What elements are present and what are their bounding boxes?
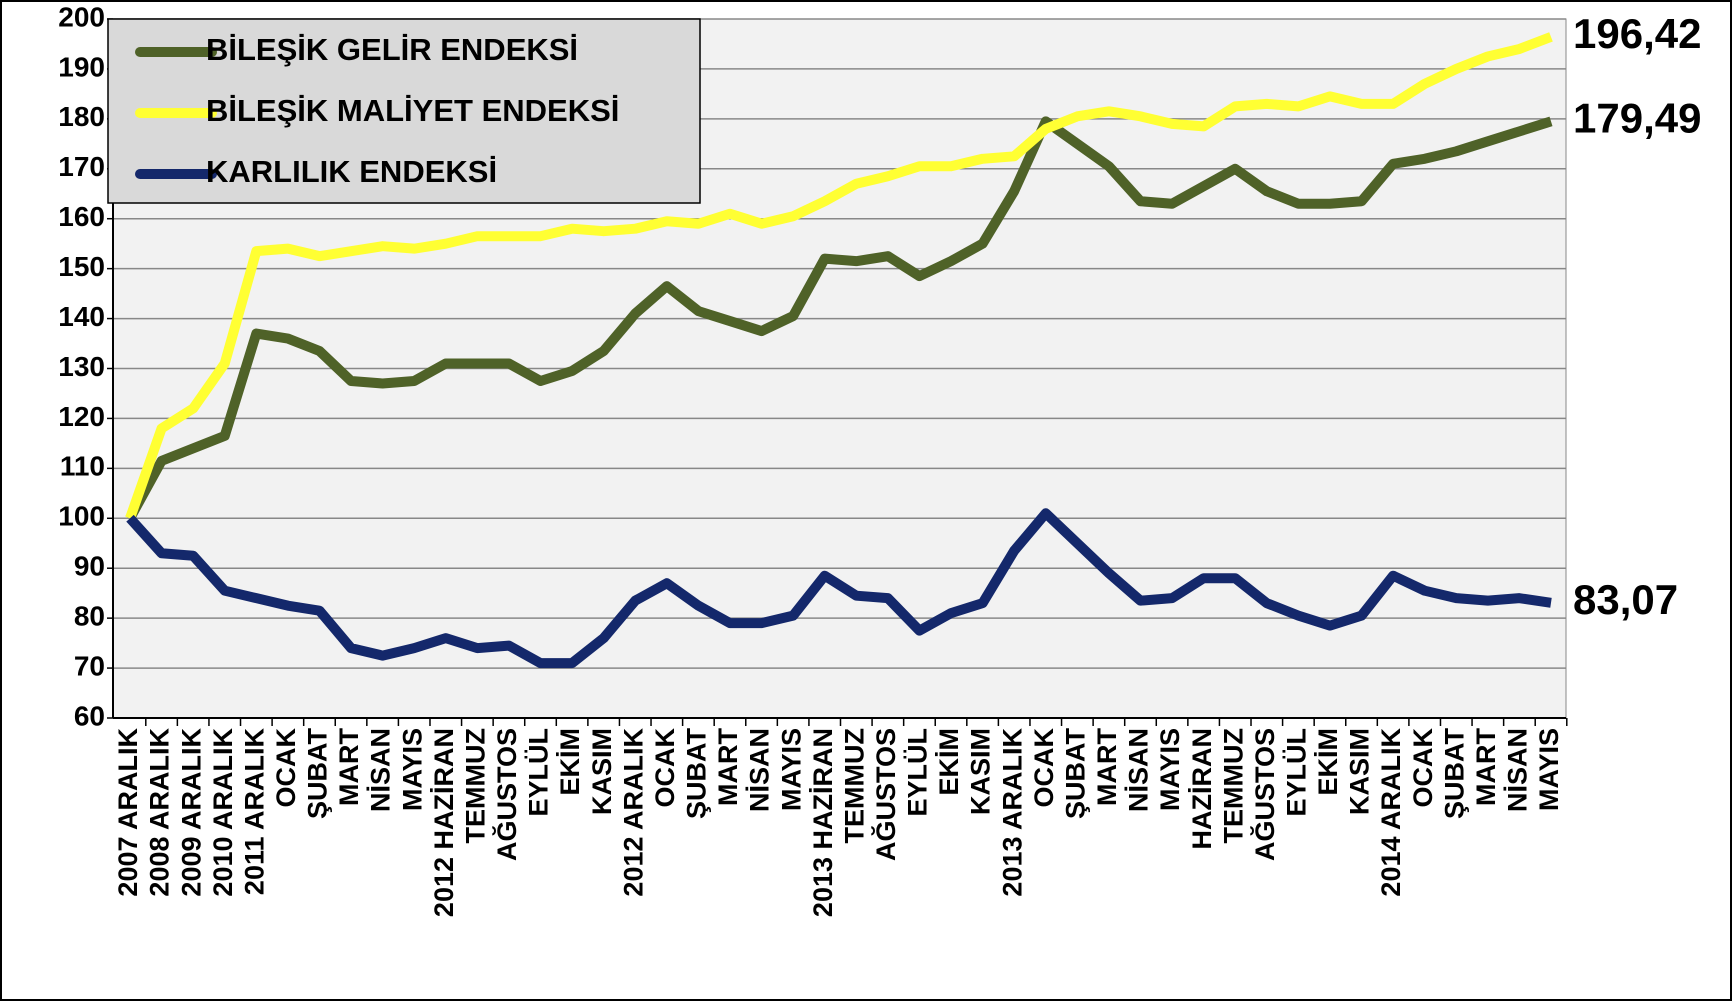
x-tick-label: EKİM — [1313, 728, 1343, 796]
y-tick-label: 60 — [74, 700, 105, 731]
y-tick-label: 90 — [74, 551, 105, 582]
x-tick-label: 2013 ARALIK — [997, 728, 1027, 897]
x-tick-label: TEMMUZ — [460, 728, 490, 843]
x-tick-label: MART — [1471, 727, 1501, 805]
x-tick-label: EYLÜL — [903, 728, 933, 817]
x-tick-label: MAYIS — [397, 728, 427, 811]
x-tick-label: AĞUSTOS — [491, 728, 522, 861]
x-tick-label: 2011 ARALIK — [239, 727, 269, 895]
x-tick-label: KASIM — [587, 728, 617, 815]
series-line — [126, 508, 1552, 669]
x-tick-label: 2009 ARALIK — [176, 728, 206, 897]
y-tick-label: 170 — [58, 151, 105, 182]
x-tick-label: AĞUSTOS — [1249, 728, 1280, 861]
x-tick-label: NİSAN — [366, 728, 396, 812]
series-line — [125, 32, 1553, 520]
x-tick-label: MART — [1092, 727, 1122, 805]
x-tick-label: ŞUBAT — [303, 727, 333, 819]
y-tick-label: 130 — [58, 351, 105, 382]
y-tick-label: 110 — [60, 451, 105, 482]
x-tick-label: EYLÜL — [1282, 728, 1312, 817]
x-tick-label: TEMMUZ — [839, 728, 869, 843]
y-tick-label: 140 — [58, 301, 105, 332]
y-tick-label: 180 — [58, 101, 105, 132]
legend-label: BİLEŞİK MALİYET ENDEKSİ — [206, 93, 619, 128]
x-tick-label: 2013 HAZİRAN — [808, 728, 838, 917]
x-tick-label: NİSAN — [745, 728, 775, 812]
x-tick-label: MART — [713, 727, 743, 805]
x-tick-label: MAYIS — [776, 728, 806, 811]
x-tick-label: MAYIS — [1155, 728, 1185, 811]
x-tick-label: ŞUBAT — [1060, 727, 1090, 819]
value-label: 179,49 — [1573, 94, 1701, 141]
x-tick-label: OCAK — [1408, 728, 1438, 808]
x-tick-label: TEMMUZ — [1218, 728, 1248, 843]
x-tick-label: 2008 ARALIK — [145, 728, 175, 897]
x-tick-label: OCAK — [271, 728, 301, 808]
y-tick-label: 190 — [58, 51, 105, 82]
x-tick-label: KASIM — [966, 728, 996, 815]
x-tick-label: EYLÜL — [524, 728, 554, 817]
y-tick-label: 80 — [74, 601, 105, 632]
y-tick-label: 120 — [58, 401, 105, 432]
x-tick-label: EKİM — [934, 728, 964, 796]
value-label: 196,42 — [1573, 10, 1701, 57]
y-tick-label: 100 — [58, 501, 105, 532]
x-tick-label: ŞUBAT — [1439, 727, 1469, 819]
y-tick-label: 150 — [58, 251, 105, 282]
x-tick-label: OCAK — [650, 728, 680, 808]
x-tick-label: AĞUSTOS — [870, 728, 901, 861]
x-tick-label: OCAK — [1029, 728, 1059, 808]
value-label: 83,07 — [1573, 576, 1678, 623]
x-tick-label: HAZİRAN — [1187, 728, 1217, 850]
x-tick-label: 2007 ARALIK — [113, 728, 143, 897]
x-tick-label: ŞUBAT — [682, 727, 712, 819]
y-tick-label: 160 — [58, 201, 105, 232]
x-tick-label: 2010 ARALIK — [208, 728, 238, 897]
x-tick-label: NİSAN — [1503, 728, 1533, 812]
x-tick-label: KASIM — [1345, 728, 1375, 815]
x-tick-label: EKİM — [555, 728, 585, 796]
x-tick-label: 2012 HAZİRAN — [429, 728, 459, 917]
x-tick-label: NİSAN — [1124, 728, 1154, 812]
x-tick-label: 2012 ARALIK — [618, 728, 648, 897]
series-line — [125, 116, 1553, 521]
legend-label: KARLILIK ENDEKSİ — [206, 154, 497, 189]
y-tick-label: 200 — [58, 1, 105, 32]
y-tick-label: 70 — [74, 650, 105, 681]
x-tick-label: 2014 ARALIK — [1376, 728, 1406, 897]
x-tick-label: MART — [334, 727, 364, 805]
x-tick-label: MAYIS — [1534, 728, 1564, 811]
legend-label: BİLEŞİK GELİR ENDEKSİ — [206, 32, 578, 67]
